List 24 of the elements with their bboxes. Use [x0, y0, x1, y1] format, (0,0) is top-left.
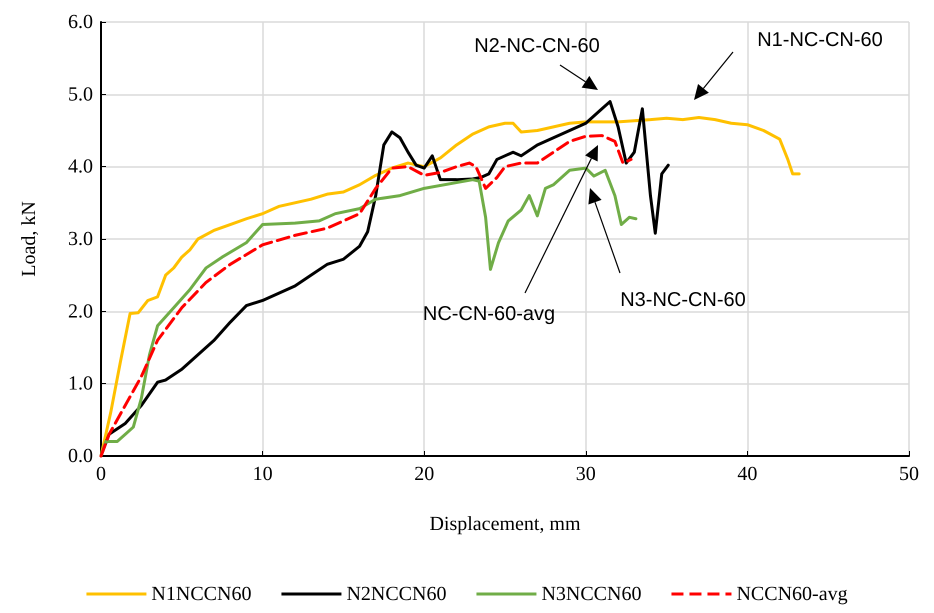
- annotation: N1-NC-CN-60: [757, 29, 883, 51]
- x-tick-label: 50: [899, 463, 919, 485]
- y-tick-label: 0.0: [68, 445, 93, 467]
- legend-label: N2NCCN60: [346, 583, 446, 605]
- y-tick-label: 4.0: [68, 156, 93, 178]
- x-tick-label: 10: [252, 463, 273, 485]
- y-tick-label: 3.0: [68, 228, 93, 250]
- annotation: N3-NC-CN-60: [620, 289, 746, 311]
- x-tick-label: 20: [414, 463, 434, 485]
- y-tick-label: 6.0: [68, 11, 93, 33]
- line-series: [100, 116, 801, 458]
- x-axis-title: Displacement, mm: [429, 513, 581, 535]
- y-tick-label: 1.0: [68, 372, 93, 395]
- y-tick-label: 2.0: [68, 300, 93, 322]
- y-axis-title: Load, kN: [18, 201, 40, 277]
- annotation: N2-NC-CN-60: [474, 35, 600, 57]
- x-tick-label: 0: [96, 463, 106, 485]
- x-tick-label: 40: [737, 463, 758, 485]
- x-tick-label: 30: [576, 463, 596, 485]
- legend-label: N3NCCN60: [541, 583, 642, 605]
- y-tick-label: 5.0: [68, 83, 93, 106]
- legend-label: NCCN60-avg: [736, 583, 848, 605]
- legend-label: N1NCCN60: [151, 583, 252, 605]
- annotation: NC-CN-60-avg: [422, 303, 556, 325]
